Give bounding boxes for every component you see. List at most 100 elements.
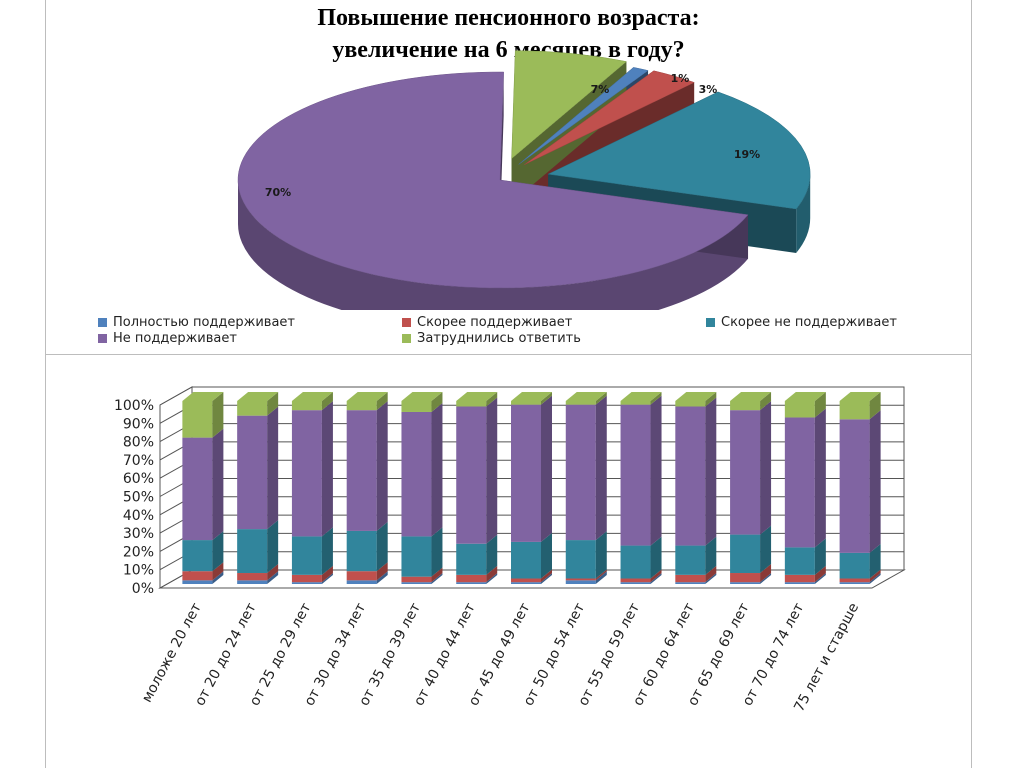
legend-item-rather-not-support: Скорее не поддерживает [706,315,897,330]
bar-stack [237,392,279,584]
bar-segment [730,401,761,411]
bar-segment [675,401,706,407]
bar-segment-side [814,538,826,575]
pie-data-label: 1% [671,72,690,85]
bar-segment [620,404,651,546]
bar-segment-side [376,392,388,411]
bar-segment-top [511,392,552,401]
slide-frame [45,0,972,768]
bar-segment-top [620,392,662,401]
y-tick-label: 10% [123,563,154,579]
bar-stack [565,392,607,584]
bar-segment [237,401,268,416]
bar-segment-side [267,406,279,530]
bar-segment [401,536,432,577]
bar-segment [182,401,213,438]
x-tick-label: от 30 до 34 лет [302,600,370,708]
x-tick-label: от 25 до 29 лет [247,600,315,708]
bar-segment [237,580,268,584]
bar-segment-side [869,569,881,583]
pie-slice [524,70,695,165]
bar-segment [456,543,487,575]
bar-segment [565,580,596,584]
y-tick-label: 0% [132,581,154,597]
bar-segment [675,574,706,583]
pie-tops [237,50,811,289]
bar-segment-side [869,573,881,584]
bar-segment [784,582,815,584]
bar-segment [730,573,761,583]
bar-segment [237,529,268,574]
bar-segment-top [237,392,279,401]
bar-segment-side [650,569,662,583]
bar-segment [839,578,870,583]
bar-segment-side [431,527,443,577]
pie-data-label: 7% [591,83,610,96]
pie-labels: 1% 3% 19% 70% 7% [265,72,760,199]
bar-segment-side [267,564,279,581]
bar-segment [456,574,487,583]
pie-data-label: 70% [265,186,291,199]
bar-stack [620,392,662,584]
pie-chart: 1% 3% 19% 70% 7% [237,50,811,310]
bar-segment [511,578,541,583]
x-tick-label: от 40 до 44 лет [411,600,479,708]
x-tick-label: от 60 до 64 лет [630,600,698,708]
bar-segment-side [650,392,662,405]
bar-segment-side [431,567,443,583]
legend-swatch [402,318,411,327]
bar-segment-side [212,428,224,541]
legend-label: Скорее поддерживает [417,315,573,330]
bar-segment [675,582,706,584]
bar-segment [291,582,322,584]
bar-segment [182,580,213,584]
bar-segment [839,401,870,420]
bar-segment-side [431,573,443,584]
bar-segment-side [376,571,388,584]
x-tick-label: от 65 до 69 лет [685,600,753,708]
bar-segment-side [705,573,717,584]
y-tick-label: 50% [123,490,154,506]
bar-segment-side [212,531,224,572]
bar-segment-side [595,395,607,541]
bar-segment [675,545,706,575]
bar-segment-side [486,534,498,575]
bar-segment [839,552,870,579]
bar-segment-top [401,392,443,401]
x-tick-label: от 50 до 54 лет [521,600,589,708]
y-tick-label: 60% [123,471,154,487]
bar-segment-side [486,573,498,584]
pie-slice [547,91,811,210]
bar-stack [784,392,826,584]
legend-swatch [402,334,411,343]
bar-segment [182,437,213,541]
pie-slice-side [238,180,749,310]
bar-segment-side [541,395,552,542]
bar-segment-side [869,543,881,579]
bar-segment [620,545,651,579]
bar-segment [730,582,761,584]
bar-segment-side [595,569,607,581]
bar-segment [456,582,487,584]
title-line-1: Повышение пенсионного возраста: [317,5,700,31]
bar-segment-side [705,536,717,575]
bar-segment-side [212,392,224,438]
bar-segment-side [541,573,552,584]
bar-segment-side [814,408,826,548]
bar-segment [565,578,596,581]
bar-segment-side [705,392,717,407]
x-tick-label: от 35 до 39 лет [356,600,424,708]
bar-segment-side [376,401,388,531]
bar-segment [565,404,596,541]
bar-segment [784,547,815,575]
bar-segment [237,573,268,581]
bar-segment [291,574,322,583]
bar-segment [291,401,322,411]
bar-segment [511,582,541,584]
pie-data-label: 3% [699,83,718,96]
bar-segment-side [212,571,224,584]
bar-segment [620,578,651,583]
bar-segment-side [486,397,498,544]
bar-segment-side [705,397,717,546]
y-tick-label: 70% [123,453,154,469]
